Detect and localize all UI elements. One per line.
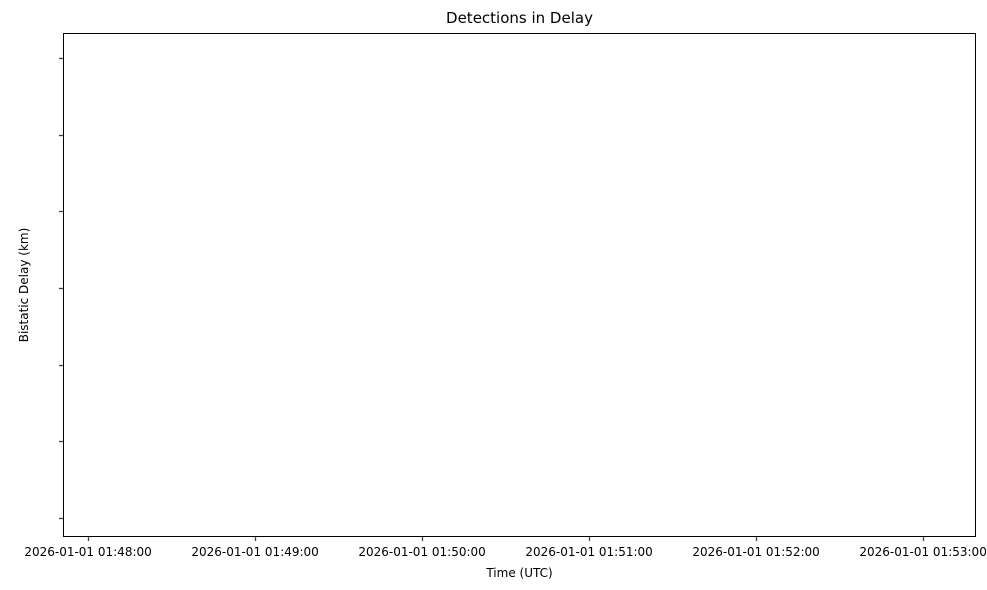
x-tick-label: 2026-01-01 01:53:00 [859, 545, 987, 559]
x-tick-label: 2026-01-01 01:51:00 [525, 545, 653, 559]
x-tick-label: 2026-01-01 01:48:00 [24, 545, 152, 559]
plot-area [63, 33, 976, 537]
x-tick-label: 2026-01-01 01:50:00 [358, 545, 486, 559]
x-tick-label: 2026-01-01 01:49:00 [191, 545, 319, 559]
x-axis-label: Time (UTC) [486, 566, 553, 580]
y-axis-label: Bistatic Delay (km) [17, 227, 31, 343]
x-tick-label: 2026-01-01 01:52:00 [692, 545, 820, 559]
